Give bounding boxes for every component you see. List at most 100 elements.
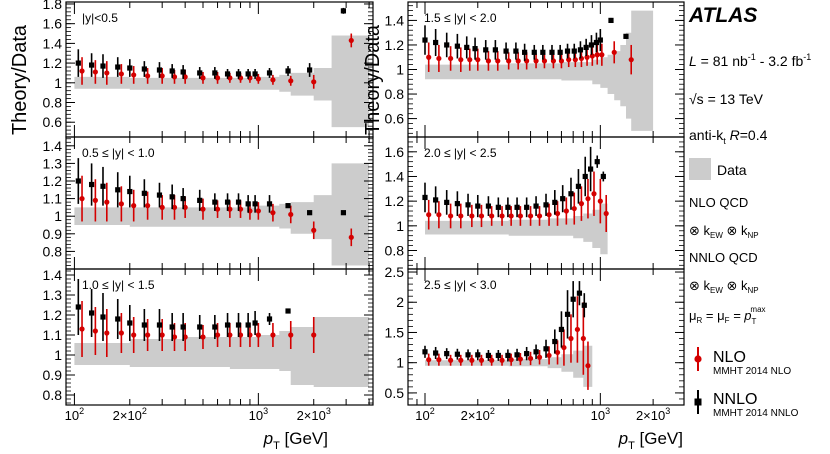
legend-nnlo-label: NNLO <box>713 391 757 408</box>
nlo-point <box>118 330 124 336</box>
nnlo-point <box>224 322 231 328</box>
rapidity-bin-label: 2.0 ≤ |y| < 2.5 <box>424 146 497 160</box>
nnlo-point <box>235 199 242 205</box>
nnlo-point <box>252 320 258 326</box>
nnlo-point <box>180 69 186 75</box>
nlo-point <box>79 196 85 202</box>
rapidity-bin-label: |y|<0.5 <box>82 11 118 25</box>
nnlo-point <box>100 183 106 189</box>
nnlo-point <box>465 202 471 208</box>
y-tick-label: 0.5 <box>385 385 405 401</box>
data-uncertainty-band <box>74 35 370 128</box>
nlo-point <box>118 71 124 77</box>
nlo-point <box>536 213 543 219</box>
nlo-point <box>92 328 98 334</box>
nnlo-point <box>197 70 203 76</box>
nlo-point <box>288 78 294 84</box>
x-tick-label: 103 <box>249 406 268 423</box>
nlo-point <box>145 332 151 338</box>
nlo-point <box>171 204 178 210</box>
data-uncertainty-band <box>74 163 370 266</box>
nlo-point <box>200 206 206 212</box>
nnlo-point <box>485 203 492 209</box>
x-tick-label: 102 <box>65 406 84 423</box>
nnlo-point <box>454 201 460 207</box>
nlo-point <box>475 57 481 63</box>
nnlo-point <box>245 201 251 207</box>
nlo-point <box>448 213 454 219</box>
sqrt-s-label: √s = 13 TeV <box>689 91 764 107</box>
nlo-point <box>578 55 585 62</box>
nnlo-point <box>433 197 439 203</box>
nnlo-point <box>472 46 478 52</box>
nlo-point <box>348 37 354 44</box>
nlo-point <box>118 201 124 207</box>
nnlo-point <box>581 302 587 308</box>
nlo-point <box>458 213 464 219</box>
nlo-point <box>92 197 98 203</box>
nnlo-point <box>475 352 481 358</box>
nnlo-point <box>197 197 203 203</box>
y-tick-label: 1.4 <box>385 168 405 184</box>
nnlo-point <box>533 349 539 355</box>
y-tick-label: 1 <box>54 347 62 363</box>
nlo-point <box>214 75 221 81</box>
nnlo-point <box>575 183 582 189</box>
nnlo-point <box>540 49 546 55</box>
nnlo-point <box>340 8 347 14</box>
y-tick-label: 1.8 <box>43 0 63 12</box>
nlo-point <box>546 352 552 359</box>
x-tick-label: 103 <box>591 406 610 423</box>
nlo-point <box>311 79 317 85</box>
nlo-point <box>200 334 206 340</box>
nlo-point <box>104 199 110 205</box>
nnlo-point <box>340 210 347 216</box>
legend-nnlo-pdf: MMHT 2014 NNLO <box>713 408 799 419</box>
nnlo-point <box>600 173 606 180</box>
y-tick-label: 0.9 <box>43 367 63 383</box>
panel-y-0-0.5: 0.6 0.8 1 1.2 1.4 1.6 1.8 |y|<0.5 <box>43 0 374 138</box>
nlo-point <box>79 68 85 74</box>
y-tick-label: 1.3 <box>43 155 63 171</box>
rapidity-bin-label: 0.5 ≤ |y| < 1.0 <box>82 146 155 160</box>
panel-y-1.0-1.5: 0.8 0.9 1 1.1 1.2 1.3 1.4 102 2×102 103 2×103 1.0 ≤… <box>43 267 374 423</box>
nlo-point <box>171 74 178 80</box>
y-tick-label: 1.6 <box>385 144 405 160</box>
nlo-point <box>426 54 432 60</box>
legend-data-label: Data <box>717 162 747 178</box>
nnlo-point <box>285 68 291 74</box>
legend-scale-choice: μR = μF = pTmax <box>689 305 766 326</box>
y-tick-label: 1.2 <box>43 173 63 189</box>
legend-nnlo-qcd: NNLO QCD <box>689 250 758 265</box>
rapidity-bin-label: 2.5 ≤ |y| < 3.0 <box>424 278 497 292</box>
legend-nlo-marker <box>694 355 702 363</box>
nnlo-point <box>570 296 576 302</box>
nnlo-point <box>514 352 520 358</box>
panel-frame <box>407 268 685 406</box>
nlo-point <box>467 57 473 63</box>
y-tick-label: 1.6 <box>43 16 63 32</box>
y-tick-label: 1 <box>396 218 404 234</box>
legend-nnlo-marker <box>694 398 702 406</box>
nnlo-point <box>75 304 81 310</box>
nlo-point <box>546 212 552 218</box>
nlo-point <box>599 52 605 58</box>
nnlo-point <box>422 349 428 355</box>
nnlo-point <box>552 199 558 205</box>
y-tick-label: 1.1 <box>43 191 63 207</box>
panel-y-2.5-3.0: 0.5 1 1.5 2 2.5 102 2×102 103 2×103 2.5 ≤ |y| < 3… <box>385 264 685 423</box>
nlo-point <box>311 227 317 233</box>
nlo-point <box>578 201 585 207</box>
y-tick-label: 1 <box>396 62 404 78</box>
nnlo-point <box>212 70 218 76</box>
nlo-point <box>436 357 442 363</box>
nlo-point <box>227 75 233 81</box>
y-tick-label: 1.2 <box>385 193 405 209</box>
nlo-point <box>585 196 591 202</box>
nnlo-point <box>127 320 133 326</box>
nlo-point <box>611 49 617 55</box>
nnlo-point <box>115 316 121 322</box>
nlo-point <box>288 211 294 218</box>
legend-nlo-label: NLO <box>713 349 746 366</box>
nnlo-point <box>169 324 175 330</box>
